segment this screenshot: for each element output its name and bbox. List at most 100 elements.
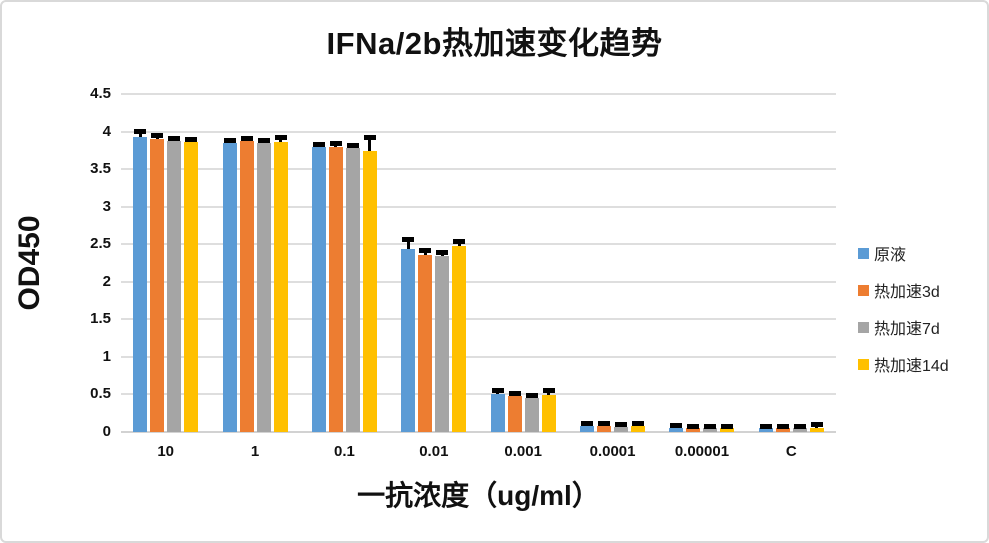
- error-bar-cap: [525, 392, 538, 398]
- error-bar-cap: [581, 420, 594, 426]
- gridline: [121, 243, 836, 246]
- legend-label: 热加速14d: [874, 358, 949, 375]
- gridline: [121, 130, 836, 133]
- gridline: [121, 318, 836, 321]
- y-tick-label: 0.5: [90, 385, 111, 403]
- y-tick-label: 1.5: [90, 310, 111, 328]
- bar-热加速7d-C: [792, 428, 807, 432]
- bar-热加速7d-1: [256, 142, 271, 432]
- bar-原液-C: [758, 428, 773, 432]
- error-bar: [547, 390, 551, 396]
- error-bar-cap: [436, 249, 449, 255]
- y-tick-label: 2.5: [90, 235, 111, 253]
- bar-热加速7d-0.01: [435, 256, 450, 432]
- error-bar-cap: [704, 423, 717, 429]
- gridline: [121, 355, 836, 358]
- bar-热加速14d-0.01: [452, 246, 467, 432]
- error-bar-cap: [223, 137, 236, 143]
- legend-label: 热加速3d: [874, 284, 940, 301]
- error-bar-cap: [168, 136, 181, 142]
- gridline: [121, 168, 836, 171]
- legend-item-热加速3d: 热加速3d: [858, 278, 949, 302]
- legend-item-热加速7d: 热加速7d: [858, 315, 949, 339]
- error-bar-cap: [542, 387, 555, 393]
- bar-热加速3d-C: [775, 428, 790, 432]
- x-category-label: 0.0001: [589, 443, 636, 460]
- legend-swatch: [858, 247, 869, 259]
- error-bar: [368, 138, 372, 152]
- y-tick-label: 4.5: [90, 85, 111, 102]
- x-axis-title: 一抗浓度（ug/ml）: [357, 480, 600, 511]
- error-bar-cap: [759, 423, 772, 429]
- error-bar-cap: [670, 423, 683, 428]
- x-category-label: 10: [157, 443, 175, 460]
- error-bar-cap: [793, 423, 806, 429]
- error-bar-cap: [402, 237, 415, 243]
- error-bar-cap: [615, 421, 628, 427]
- x-category-label: 0.1: [334, 443, 355, 460]
- y-tick-label: 4: [102, 122, 111, 140]
- bar-热加速7d-0.1: [345, 148, 360, 432]
- y-tick-label: 0: [102, 423, 111, 440]
- y-axis-title: OD450: [13, 215, 46, 311]
- y-tick-label: 3: [102, 197, 111, 215]
- x-category-label: 0.001: [504, 443, 542, 460]
- bar-热加速7d-10: [167, 141, 182, 432]
- legend-item-热加速14d: 热加速14d: [858, 352, 949, 376]
- error-bar-cap: [240, 136, 253, 142]
- error-bar-cap: [346, 142, 359, 148]
- gridline: [121, 205, 836, 208]
- error-bar-cap: [312, 142, 325, 148]
- bar-热加速7d-0.0001: [614, 426, 629, 432]
- legend-label: 热加速7d: [874, 321, 940, 338]
- bar-热加速3d-0.1: [328, 146, 343, 432]
- x-category-label: C: [785, 443, 797, 460]
- gridline: [121, 280, 836, 283]
- legend-swatch: [858, 358, 869, 370]
- error-bar-cap: [453, 238, 466, 244]
- bar-热加速14d-0.00001: [720, 428, 735, 432]
- error-bar-cap: [721, 423, 734, 429]
- bar-原液-0.1: [311, 147, 326, 432]
- legend-swatch: [858, 321, 869, 333]
- error-bar-cap: [687, 423, 700, 429]
- bar-热加速3d-0.001: [507, 395, 522, 432]
- bar-原液-10: [133, 136, 148, 432]
- bar-热加速7d-0.001: [524, 398, 539, 432]
- bar-热加速14d-10: [184, 142, 199, 432]
- bar-热加速14d-0.001: [541, 395, 556, 432]
- bar-热加速3d-0.01: [418, 254, 433, 432]
- x-category-label: 0.01: [419, 443, 449, 460]
- error-bar-cap: [776, 423, 789, 429]
- gridline: [121, 393, 836, 396]
- legend-swatch: [858, 284, 869, 296]
- bar-热加速14d-0.0001: [631, 426, 646, 432]
- y-tick-label: 3.5: [90, 160, 111, 178]
- bar-热加速14d-0.1: [362, 151, 377, 432]
- bar-热加速3d-0.0001: [597, 426, 612, 432]
- bar-原液-0.0001: [580, 426, 595, 432]
- error-bar-cap: [508, 390, 521, 396]
- x-category-label: 0.00001: [674, 443, 730, 460]
- bar-热加速7d-0.00001: [703, 428, 718, 432]
- x-category-label: 1: [250, 443, 260, 460]
- legend: 原液热加速3d 热加速7d 热加速14d: [858, 241, 949, 389]
- bar-原液-1: [222, 142, 237, 432]
- bar-热加速14d-1: [273, 142, 288, 432]
- legend-label: 原液: [874, 247, 907, 264]
- chart-title: IFNa/2b热加速变化趋势: [326, 26, 663, 61]
- error-bar-cap: [632, 420, 645, 426]
- gridline: [121, 93, 836, 95]
- error-bar-cap: [598, 420, 611, 426]
- legend-item-原液: 原液: [858, 241, 949, 265]
- x-axis-line: [121, 431, 836, 433]
- bar-原液-0.01: [401, 249, 416, 432]
- y-tick-label: 2: [102, 272, 111, 290]
- bar-热加速3d-1: [239, 141, 254, 432]
- bar-原液-0.00001: [669, 427, 684, 432]
- error-bar: [138, 132, 142, 137]
- error-bar-cap: [151, 133, 164, 139]
- error-bar-cap: [329, 141, 342, 147]
- error-bar-cap: [363, 135, 376, 141]
